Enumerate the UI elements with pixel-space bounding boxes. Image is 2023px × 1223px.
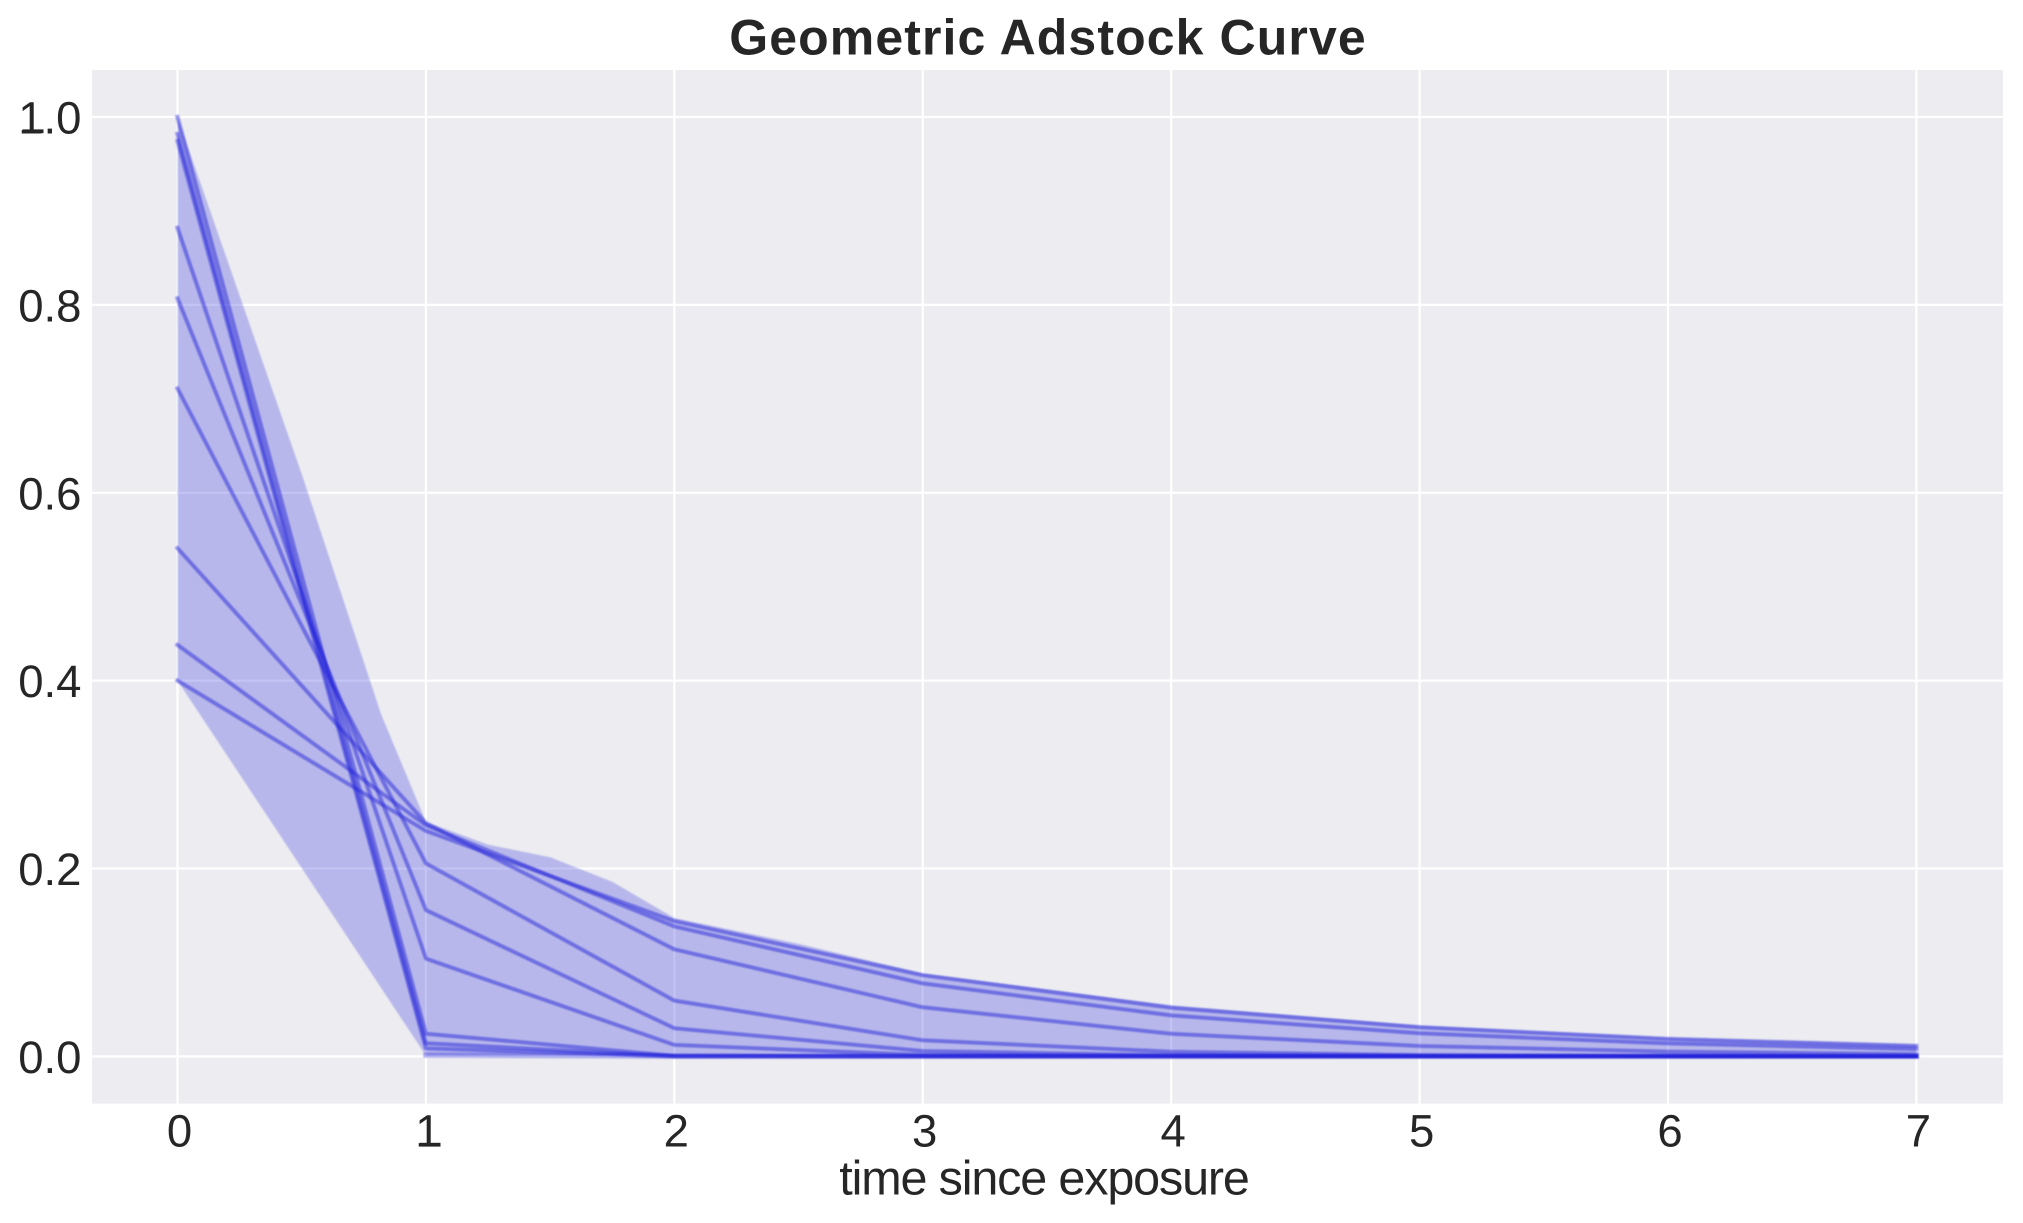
svg-text:0.6: 0.6 — [18, 468, 81, 519]
svg-text:3: 3 — [912, 1106, 937, 1157]
svg-text:6: 6 — [1657, 1106, 1682, 1157]
svg-text:1: 1 — [415, 1106, 440, 1157]
svg-text:0.4: 0.4 — [18, 656, 81, 707]
svg-text:7: 7 — [1906, 1106, 1931, 1157]
svg-text:1.0: 1.0 — [18, 93, 81, 144]
svg-text:5: 5 — [1409, 1106, 1434, 1157]
svg-text:0: 0 — [167, 1106, 192, 1157]
svg-text:Geometric Adstock Curve: Geometric Adstock Curve — [729, 10, 1367, 66]
svg-text:0.0: 0.0 — [18, 1032, 81, 1083]
svg-text:time since exposure: time since exposure — [839, 1152, 1248, 1206]
svg-text:4: 4 — [1161, 1106, 1186, 1157]
svg-text:0.8: 0.8 — [18, 280, 81, 331]
svg-text:0.2: 0.2 — [18, 844, 81, 895]
svg-text:2: 2 — [664, 1106, 689, 1157]
